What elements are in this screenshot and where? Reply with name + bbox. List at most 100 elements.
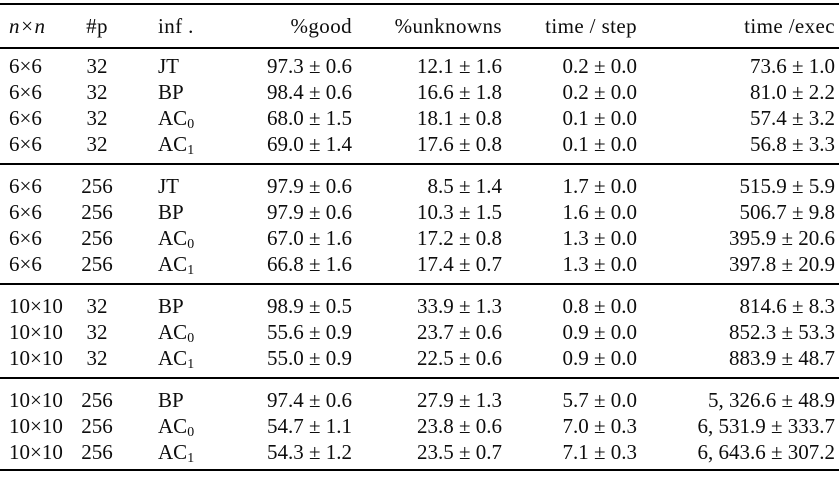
cell-good: 68.0 ± 1.5 [266,106,352,130]
table-row: 6×6 256 AC0 67.0 ± 1.6 17.2 ± 0.8 1.3 ± 0.0 39… [0,225,839,251]
cell-time-step: 1.3 ± 0.0 [562,226,637,250]
cell-grid: 10×10 [9,388,63,412]
cell-time-exec: 852.3 ± 53.3 [728,320,835,344]
cell-grid: 6×6 [9,200,42,224]
cell-time-step: 5.7 ± 0.0 [562,388,637,412]
cell-inference: AC1 [158,440,195,466]
table-group-4: 10×10 256 BP 97.4 ± 0.6 27.9 ± 1.3 5.7 ± 0.0 5… [0,378,839,470]
cell-particles: 32 [86,132,108,156]
cell-inference: AC1 [158,252,195,278]
cell-grid: 10×10 [9,414,63,438]
column-header-time-exec: time /exec [744,13,835,38]
table-row: 6×6 256 BP 97.9 ± 0.6 10.3 ± 1.5 1.6 ± 0.0 506… [0,199,839,225]
cell-inference: AC0 [158,320,195,346]
header-row: n×n #p inf . %good %unknowns time / step time … [0,4,839,48]
cell-inference: AC0 [158,106,195,132]
cell-grid: 6×6 [9,252,42,276]
cell-good: 69.0 ± 1.4 [266,132,352,156]
cell-unknowns: 17.2 ± 0.8 [416,226,502,250]
cell-particles: 256 [81,388,113,412]
cell-grid: 10×10 [9,440,63,464]
cell-time-step: 0.2 ± 0.0 [562,80,637,104]
cell-time-step: 7.1 ± 0.3 [562,440,637,464]
table-row: 6×6 32 AC0 68.0 ± 1.5 18.1 ± 0.8 0.1 ± 0.0 57.… [0,105,839,131]
cell-grid: 6×6 [9,132,42,156]
cell-time-exec: 6, 531.9 ± 333.7 [697,414,835,438]
cell-particles: 256 [81,174,113,198]
cell-good: 98.4 ± 0.6 [266,80,352,104]
cell-time-step: 0.2 ± 0.0 [562,54,637,78]
cell-grid: 10×10 [9,346,63,370]
cell-time-exec: 883.9 ± 48.7 [728,346,835,370]
cell-time-exec: 73.6 ± 1.0 [749,54,835,78]
table-row: 10×10 256 BP 97.4 ± 0.6 27.9 ± 1.3 5.7 ± 0.0 5… [0,378,839,413]
cell-time-step: 0.1 ± 0.0 [562,106,637,130]
cell-inference: AC1 [158,132,195,158]
table-row: 10×10 32 AC1 55.0 ± 0.9 22.5 ± 0.6 0.9 ± 0.0 8… [0,345,839,378]
table-row: 6×6 32 AC1 69.0 ± 1.4 17.6 ± 0.8 0.1 ± 0.0 56.… [0,131,839,164]
cell-inference: JT [158,54,179,78]
cell-time-step: 0.9 ± 0.0 [562,320,637,344]
cell-particles: 32 [86,106,108,130]
cell-grid: 6×6 [9,226,42,250]
table-group-1: 6×6 32 JT 97.3 ± 0.6 12.1 ± 1.6 0.2 ± 0.0 73.6… [0,48,839,164]
cell-time-exec: 81.0 ± 2.2 [749,80,835,104]
cell-particles: 256 [81,440,113,464]
table-row: 10×10 32 BP 98.9 ± 0.5 33.9 ± 1.3 0.8 ± 0.0 81… [0,284,839,319]
table-row: 6×6 256 AC1 66.8 ± 1.6 17.4 ± 0.7 1.3 ± 0.0 39… [0,251,839,284]
cell-particles: 32 [86,54,108,78]
cell-particles: 256 [81,414,113,438]
table-row: 10×10 256 AC0 54.7 ± 1.1 23.8 ± 0.6 7.0 ± 0.3… [0,413,839,439]
cell-time-exec: 397.8 ± 20.9 [728,252,835,276]
column-header-good: %good [290,13,352,38]
cell-good: 97.9 ± 0.6 [266,200,352,224]
cell-particles: 256 [81,200,113,224]
cell-time-exec: 57.4 ± 3.2 [749,106,835,130]
column-header-time-step: time / step [545,13,637,38]
cell-inference: JT [158,174,179,198]
cell-grid: 10×10 [9,320,63,344]
cell-grid: 6×6 [9,54,42,78]
column-header-inference: inf . [158,13,194,38]
column-header-unknowns: %unknowns [394,13,502,38]
cell-time-exec: 6, 643.6 ± 307.2 [697,440,835,464]
cell-grid: 10×10 [9,294,63,318]
cell-particles: 32 [86,346,108,370]
table-row: 6×6 32 BP 98.4 ± 0.6 16.6 ± 1.8 0.2 ± 0.0 81.0… [0,79,839,105]
cell-unknowns: 18.1 ± 0.8 [416,106,502,130]
cell-time-exec: 506.7 ± 9.8 [739,200,835,224]
cell-time-exec: 56.8 ± 3.3 [749,132,835,156]
column-header-grid: n×n [9,13,46,38]
cell-unknowns: 17.4 ± 0.7 [416,252,502,276]
cell-inference: AC1 [158,346,195,372]
cell-time-exec: 395.9 ± 20.6 [728,226,835,250]
cell-inference: BP [158,80,184,104]
cell-unknowns: 33.9 ± 1.3 [416,294,502,318]
cell-good: 97.4 ± 0.6 [266,388,352,412]
results-table: n×n #p inf . %good %unknowns time / step time … [0,3,839,471]
cell-time-step: 1.3 ± 0.0 [562,252,637,276]
table-group-3: 10×10 32 BP 98.9 ± 0.5 33.9 ± 1.3 0.8 ± 0.0 81… [0,284,839,378]
cell-inference: BP [158,388,184,412]
cell-unknowns: 27.9 ± 1.3 [416,388,502,412]
cell-time-step: 7.0 ± 0.3 [562,414,637,438]
cell-good: 98.9 ± 0.5 [266,294,352,318]
cell-unknowns: 16.6 ± 1.8 [416,80,502,104]
cell-inference: AC0 [158,414,195,440]
cell-good: 66.8 ± 1.6 [266,252,352,276]
table-group-2: 6×6 256 JT 97.9 ± 0.6 8.5 ± 1.4 1.7 ± 0.0 515.… [0,164,839,284]
table-row: 6×6 32 JT 97.3 ± 0.6 12.1 ± 1.6 0.2 ± 0.0 73.6… [0,48,839,79]
cell-unknowns: 22.5 ± 0.6 [416,346,502,370]
cell-unknowns: 12.1 ± 1.6 [416,54,502,78]
cell-unknowns: 10.3 ± 1.5 [416,200,502,224]
cell-good: 55.0 ± 0.9 [266,346,352,370]
table-header: n×n #p inf . %good %unknowns time / step time … [0,4,839,48]
cell-inference: AC0 [158,226,195,252]
cell-good: 54.7 ± 1.1 [266,414,352,438]
cell-time-exec: 515.9 ± 5.9 [739,174,835,198]
cell-time-step: 0.9 ± 0.0 [562,346,637,370]
cell-time-exec: 5, 326.6 ± 48.9 [707,388,835,412]
cell-good: 97.3 ± 0.6 [266,54,352,78]
cell-unknowns: 17.6 ± 0.8 [416,132,502,156]
cell-unknowns: 23.8 ± 0.6 [416,414,502,438]
